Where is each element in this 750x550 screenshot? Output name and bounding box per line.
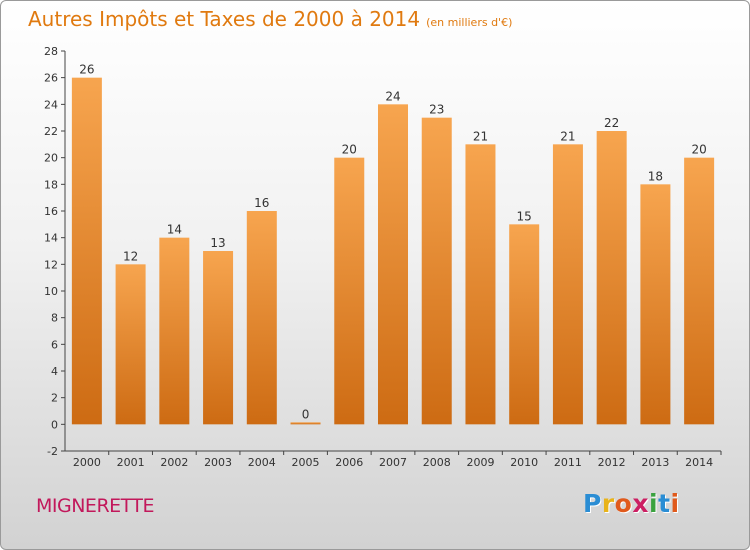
y-tick-label: 22 <box>44 125 58 138</box>
bar-data-label: 21 <box>473 129 488 143</box>
logo-letter: r <box>601 489 615 518</box>
bar <box>465 144 496 425</box>
y-tick-label: 20 <box>44 152 58 165</box>
bar <box>552 144 583 425</box>
bar-data-label: 0 <box>302 407 310 421</box>
bar-data-label: 22 <box>604 116 619 130</box>
y-tick-label: 2 <box>51 392 58 405</box>
bar-data-label: 20 <box>691 143 706 157</box>
x-tick-label: 2007 <box>379 456 407 469</box>
logo-letter: i <box>670 489 680 518</box>
x-tick-label: 2004 <box>248 456 276 469</box>
chart-bars <box>71 77 715 425</box>
bar <box>334 157 365 425</box>
x-tick-label: 2002 <box>160 456 188 469</box>
bar <box>290 422 321 425</box>
x-tick-label: 2006 <box>335 456 363 469</box>
bar-data-label: 12 <box>123 249 138 263</box>
y-tick-label: 8 <box>51 312 58 325</box>
bar-data-label: 16 <box>254 196 269 210</box>
x-tick-label: 2013 <box>641 456 669 469</box>
x-tick-label: 2005 <box>292 456 320 469</box>
y-tick-label: 10 <box>44 285 58 298</box>
y-tick-label: 24 <box>44 98 58 111</box>
y-tick-label: 6 <box>51 338 58 351</box>
bar <box>71 77 102 425</box>
logo-letter: t <box>658 489 671 518</box>
chart-title: Autres Impôts et Taxes de 2000 à 2014 (en… <box>28 7 512 31</box>
bar-data-label: 23 <box>429 103 444 117</box>
bar <box>421 117 452 425</box>
bar <box>378 104 408 425</box>
bar-data-label: 18 <box>648 169 663 183</box>
y-tick-label: 4 <box>51 365 58 378</box>
bar <box>115 264 146 425</box>
x-tick-label: 2012 <box>598 456 626 469</box>
bar <box>159 237 190 425</box>
y-tick-label: 0 <box>51 418 58 431</box>
bar <box>596 131 627 425</box>
logo-letter: P <box>583 489 602 518</box>
x-tick-label: 2014 <box>685 456 713 469</box>
chart-data-labels: 26 12 14 13 16 0 20 24 23 21 15 21 22 18 20 <box>79 63 707 422</box>
bar-data-label: 14 <box>167 223 182 237</box>
chart-title-text: Autres Impôts et Taxes de 2000 à 2014 <box>28 7 421 31</box>
x-tick-label: 2003 <box>204 456 232 469</box>
logo-letter: x <box>632 489 649 518</box>
chart-subtitle: (en milliers d'€) <box>426 16 513 29</box>
bar-data-label: 24 <box>385 89 400 103</box>
bar <box>246 211 277 425</box>
y-tick-label: 14 <box>44 232 58 245</box>
x-tick-label: 2000 <box>73 456 101 469</box>
y-tick-label: 28 <box>44 45 58 58</box>
y-tick-label: -2 <box>47 445 58 458</box>
x-tick-label: 2009 <box>466 456 494 469</box>
bar-data-label: 15 <box>517 209 532 223</box>
bar <box>640 184 671 425</box>
x-tick-label: 2008 <box>423 456 451 469</box>
y-tick-label: 12 <box>44 258 58 271</box>
logo-letter: o <box>614 489 633 518</box>
commune-name: MIGNERETTE <box>36 495 155 517</box>
y-tick-label: 16 <box>44 205 58 218</box>
proxiti-logo: Proxiti <box>583 489 680 518</box>
bar <box>509 224 540 425</box>
x-tick-label: 2010 <box>510 456 538 469</box>
y-tick-label: 18 <box>44 178 58 191</box>
bar <box>203 251 234 425</box>
bar-data-label: 21 <box>560 129 575 143</box>
bar-data-label: 20 <box>342 143 357 157</box>
x-tick-label: 2001 <box>117 456 145 469</box>
bar-data-label: 13 <box>210 236 225 250</box>
logo-letter: i <box>649 489 659 518</box>
y-tick-label: 26 <box>44 72 58 85</box>
bar <box>684 157 715 425</box>
x-tick-label: 2011 <box>554 456 582 469</box>
bar-data-label: 26 <box>79 63 94 77</box>
